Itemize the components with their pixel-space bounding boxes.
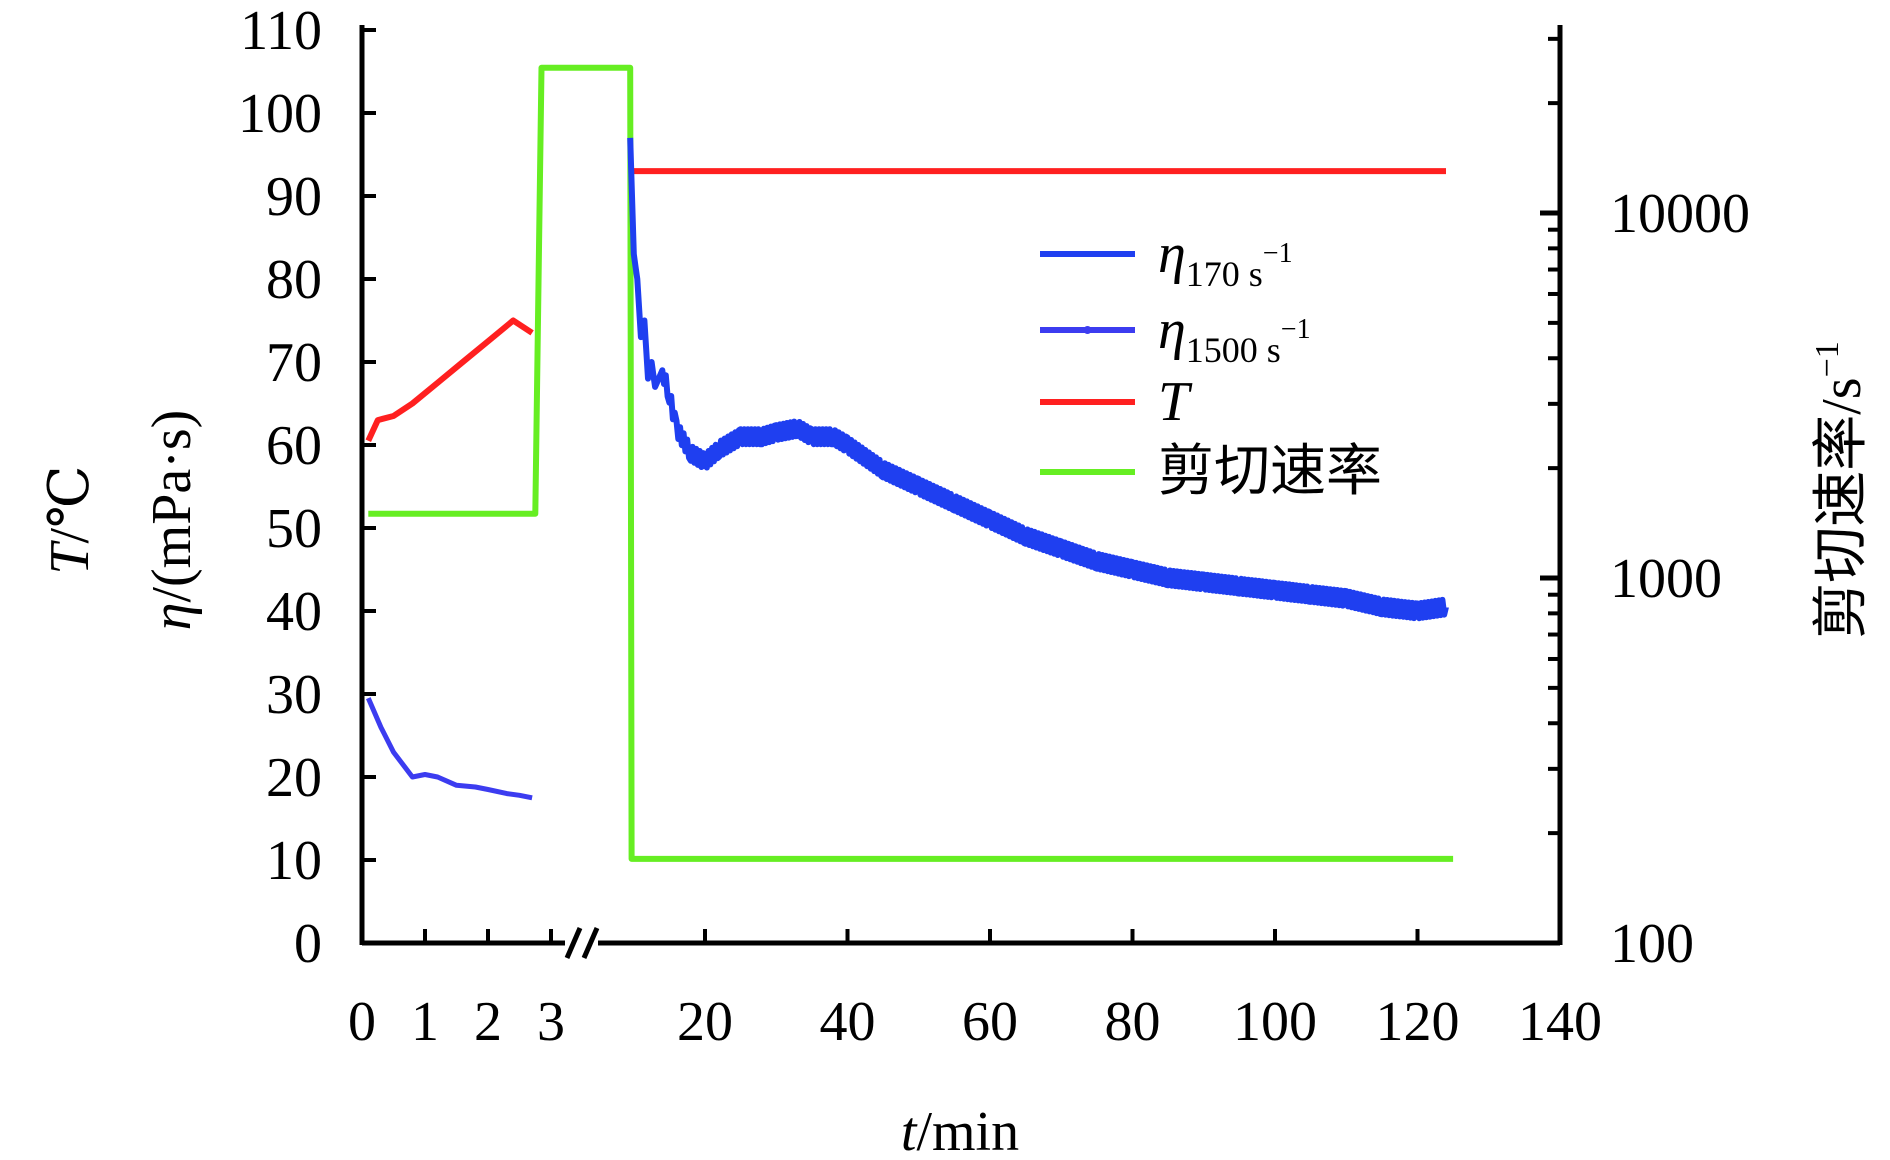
x-tick-label: 2	[474, 991, 502, 1053]
x-axis-title: t/min	[901, 1101, 1019, 1160]
series-line-rate-segment-1	[368, 64, 1454, 862]
y-left-tick-label: 40	[266, 581, 322, 643]
x-tick-label: 140	[1518, 991, 1602, 1053]
legend-symbol: η	[1158, 299, 1186, 361]
x-tick-label: 60	[962, 991, 1018, 1053]
y-left-tick-label: 70	[266, 332, 322, 394]
y-right-tick-label: 10000	[1610, 183, 1750, 245]
y-right-tick-label: 100	[1610, 913, 1694, 975]
y-left-title-temperature: T/℃	[39, 465, 101, 574]
y-left-tick-label: 10	[266, 830, 322, 892]
legend-subscript: 1500 s	[1186, 330, 1281, 370]
series-line-T-segment-1	[365, 317, 534, 443]
y-left-title-rest: /(mPa·s)	[141, 410, 203, 603]
x-axis-title-rest: /min	[916, 1101, 1019, 1160]
y-left-tick-label: 110	[240, 0, 322, 62]
y-left-tick-label: 0	[294, 913, 322, 975]
x-tick-label: 120	[1376, 991, 1460, 1053]
x-tick-label: 0	[348, 991, 376, 1053]
legend-subscript: 170 s	[1186, 254, 1263, 294]
series-line-eta170-segment-1	[627, 137, 1449, 622]
x-tick-label: 20	[677, 991, 733, 1053]
x-tick-label: 1	[411, 991, 439, 1053]
y-right-title-main: 剪切速率/s	[1811, 377, 1873, 638]
y-left-tick-label: 80	[266, 249, 322, 311]
legend-superscript: −1	[1263, 238, 1293, 269]
legend-label-rate: 剪切速率	[1158, 441, 1382, 503]
y-right-tick-label: 1000	[1610, 548, 1722, 610]
legend-label-T: T	[1158, 371, 1193, 433]
y-left-tick-label: 90	[266, 166, 322, 228]
y-left-tick-label: 60	[266, 415, 322, 477]
legend-label-eta170: η170 s−1	[1158, 223, 1293, 294]
x-tick-label: 80	[1105, 991, 1161, 1053]
series-line-eta1500-segment-1	[366, 697, 533, 801]
x-tick-label: 100	[1233, 991, 1317, 1053]
axis-titles: T/℃η/(mPa·s) 剪切速率/s−1t/min	[39, 341, 1873, 1160]
legend-symbol: η	[1158, 223, 1186, 285]
axis-break-mark	[581, 927, 600, 959]
y-right-title: 剪切速率/s−1	[1809, 341, 1873, 639]
y-left-title-italic: η	[141, 603, 203, 631]
legend-symbol: 剪切速率	[1158, 441, 1382, 503]
y-left-title-viscosity: η/(mPa·s)	[141, 410, 203, 631]
legend-label-eta1500: η1500 s−1	[1158, 299, 1311, 370]
x-axis-title-italic: t	[901, 1101, 918, 1160]
axis-break-mark	[564, 927, 583, 959]
plot-area	[365, 64, 1454, 862]
x-tick-label: 3	[537, 991, 565, 1053]
y-left-tick-label: 100	[238, 83, 322, 145]
y-left-tick-label: 30	[266, 664, 322, 726]
y-left-tick-label: 20	[266, 747, 322, 809]
y-left-title-rest: /℃	[39, 465, 101, 543]
legend-symbol: T	[1158, 371, 1193, 433]
legend-marker-eta1500	[1083, 326, 1092, 334]
y-right-title-sup: −1	[1809, 341, 1846, 377]
y-left-title-italic: T	[39, 540, 101, 575]
y-left-tick-label: 50	[266, 498, 322, 560]
legend-superscript: −1	[1281, 314, 1311, 345]
x-tick-label: 40	[820, 991, 876, 1053]
